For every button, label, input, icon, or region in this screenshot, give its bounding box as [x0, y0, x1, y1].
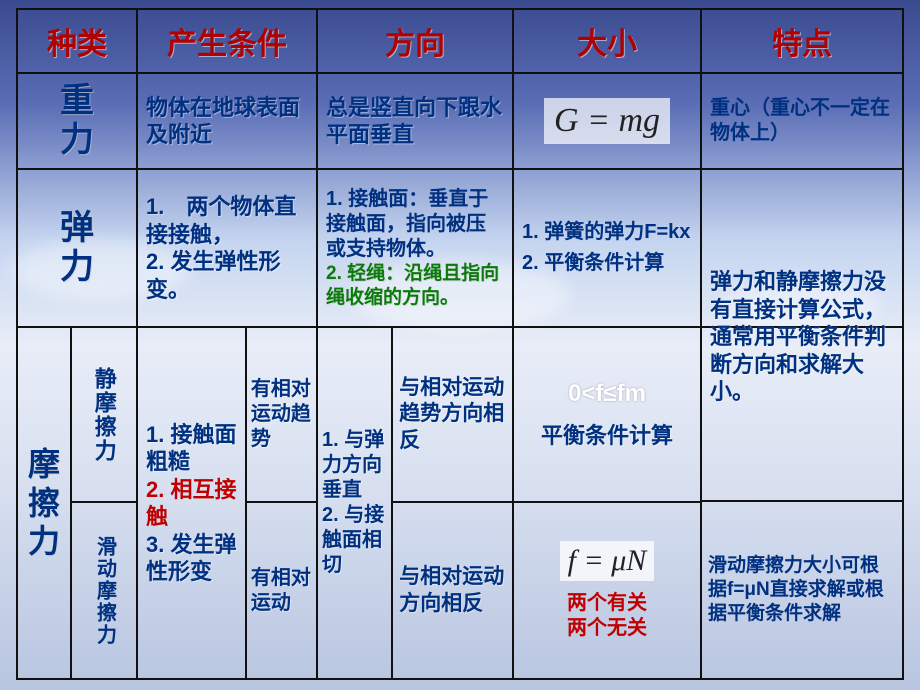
kinetic-direction: 与相对运动方向相反: [393, 503, 512, 678]
friction-condition-group: 1. 接触面粗糙 2. 相互接触 3. 发生弹性形变 有相对运动趋势 有相对运动: [138, 328, 318, 678]
kinetic-size-note: 两个有关 两个无关: [567, 591, 647, 641]
kinetic-size-formula: f = μN: [560, 541, 655, 581]
elastic-size-1: 1. 弹簧的弹力F=kx: [522, 220, 692, 245]
col-feature-header: 特点: [702, 10, 902, 72]
elastic-condition-1: 1. 两个物体直接接触，: [146, 193, 308, 248]
friction-label-col: 摩 擦 力: [18, 328, 72, 678]
elastic-feature-shared: 弹力和静摩擦力没有直接计算公式，通常用平衡条件判断方向和求解大小。: [702, 172, 902, 502]
gravity-feature: 重心（重心不一定在物体上）: [702, 74, 902, 168]
gravity-direction: 总是竖直向下跟水平面垂直: [318, 74, 514, 168]
kinetic-friction-label: 滑动摩擦力: [92, 536, 117, 646]
gravity-condition: 物体在地球表面及附近: [138, 74, 318, 168]
static-subcond: 有相对运动趋势: [247, 328, 316, 503]
elastic-row: 弹 力 1. 两个物体直接接触， 2. 发生弹性形变。 1. 接触面：垂直于接触…: [18, 170, 902, 328]
elastic-direction: 1. 接触面：垂直于接触面，指向被压或支持物体。 2. 轻绳：沿绳且指向绳收缩的…: [318, 170, 514, 326]
gravity-size: G = mg: [514, 74, 702, 168]
elastic-direction-2: 2. 轻绳：沿绳且指向绳收缩的方向。: [326, 262, 504, 310]
friction-sublabel-col: 静摩擦力 滑动摩擦力: [72, 328, 138, 678]
static-size-calc: 平衡条件计算: [541, 422, 673, 450]
elastic-condition-2: 2. 发生弹性形变。: [146, 248, 308, 303]
kinetic-subcond: 有相对运动: [247, 503, 316, 678]
gravity-row: 重 力 物体在地球表面及附近 总是竖直向下跟水平面垂直 G = mg 重心（重心…: [18, 74, 902, 170]
col-type-header: 种类: [18, 10, 138, 72]
gravity-formula: G = mg: [544, 98, 670, 144]
friction-cond-2: 2. 相互接触: [146, 476, 237, 531]
friction-size-col: 0<f≤fm 平衡条件计算 f = μN 两个有关 两个无关: [514, 328, 702, 678]
gravity-label: 重 力: [18, 74, 138, 168]
elastic-label: 弹 力: [18, 170, 138, 326]
col-size-header: 大小: [514, 10, 702, 72]
friction-condition-shared: 1. 接触面粗糙 2. 相互接触 3. 发生弹性形变: [138, 328, 247, 678]
static-size-range: 0<f≤fm: [568, 380, 646, 408]
kinetic-feature: 滑动摩擦力大小可根据f=μN直接求解或根据平衡条件求解: [702, 500, 902, 678]
friction-dir-shared-1: 1. 与弹力方向垂直: [322, 428, 387, 503]
elastic-direction-1: 1. 接触面：垂直于接触面，指向被压或支持物体。: [326, 187, 504, 262]
elastic-size-2: 2. 平衡条件计算: [522, 251, 692, 276]
elastic-feature-text: 弹力和静摩擦力没有直接计算公式，通常用平衡条件判断方向和求解大小。: [710, 268, 894, 406]
header-row: 种类 产生条件 方向 大小 特点: [18, 10, 902, 74]
friction-cond-3: 3. 发生弹性形变: [146, 531, 237, 586]
friction-cond-1: 1. 接触面粗糙: [146, 421, 237, 476]
col-direction-header: 方向: [318, 10, 514, 72]
col-condition-header: 产生条件: [138, 10, 318, 72]
forces-table: 种类 产生条件 方向 大小 特点 重 力 物体在地球表面及附近 总是竖直向下跟水…: [16, 8, 904, 680]
friction-dir-shared: 1. 与弹力方向垂直 2. 与接触面相切: [318, 328, 393, 678]
elastic-condition: 1. 两个物体直接接触， 2. 发生弹性形变。: [138, 170, 318, 326]
friction-dir-shared-2: 2. 与接触面相切: [322, 503, 387, 578]
static-friction-label: 静摩擦力: [90, 367, 118, 463]
friction-label: 摩 擦 力: [22, 445, 66, 560]
static-direction: 与相对运动趋势方向相反: [393, 328, 512, 503]
elastic-size: 1. 弹簧的弹力F=kx 2. 平衡条件计算: [514, 170, 702, 326]
friction-direction-group: 1. 与弹力方向垂直 2. 与接触面相切 与相对运动趋势方向相反 与相对运动方向…: [318, 328, 514, 678]
